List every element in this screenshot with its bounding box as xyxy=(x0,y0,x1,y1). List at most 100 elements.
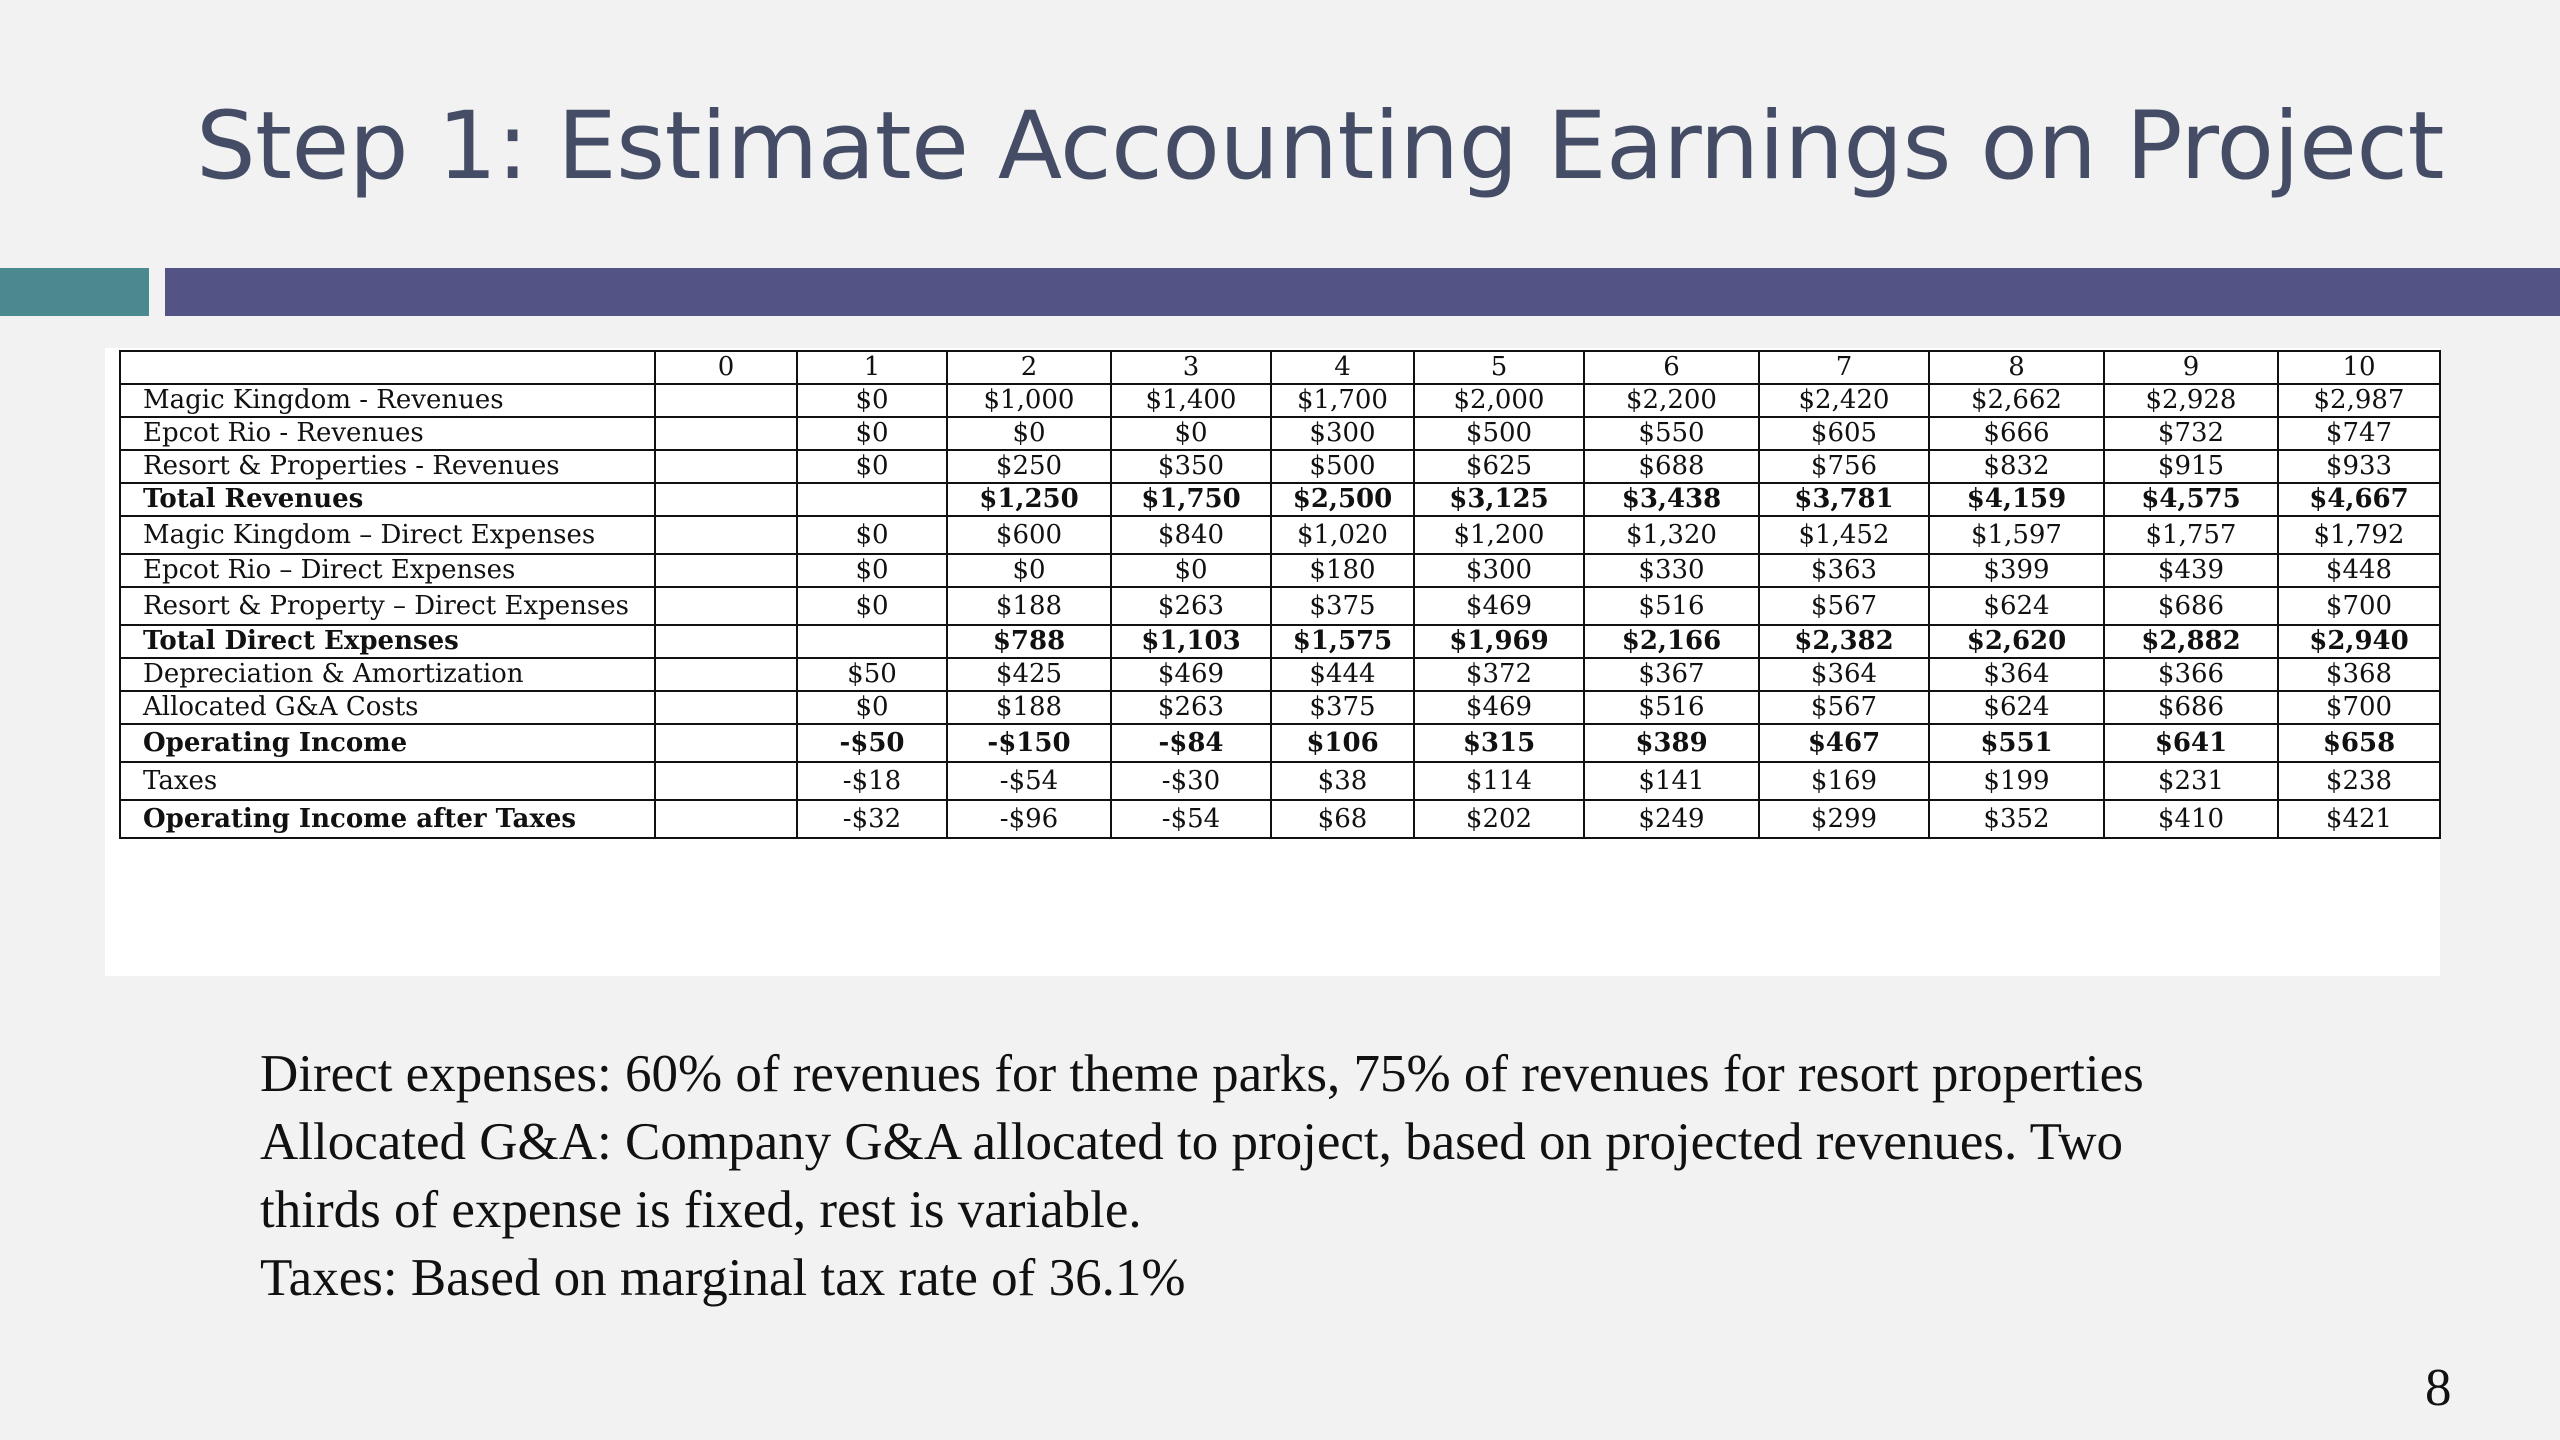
table-cell: -$50 xyxy=(796,723,948,763)
table-cell: $188 xyxy=(946,690,1112,725)
table-cell: $188 xyxy=(946,586,1112,626)
table-cell: $2,620 xyxy=(1928,624,2105,659)
table-row: Resort & Properties - Revenues $0 $250 $350… xyxy=(119,449,2441,484)
table-cell: $106 xyxy=(1270,723,1415,763)
column-header: 3 xyxy=(1110,350,1272,385)
table-cell: $4,575 xyxy=(2103,482,2279,517)
table-cell: $2,662 xyxy=(1928,383,2105,418)
table-cell: $300 xyxy=(1270,416,1415,451)
row-label: Epcot Rio - Revenues xyxy=(119,416,656,451)
row-label: Magic Kingdom - Revenues xyxy=(119,383,656,418)
table-cell: $840 xyxy=(1110,515,1272,555)
table-cell: $1,103 xyxy=(1110,624,1272,659)
table-cell: $249 xyxy=(1583,799,1760,839)
table-cell: -$18 xyxy=(796,761,948,801)
table-cell: $180 xyxy=(1270,553,1415,588)
column-header: 5 xyxy=(1413,350,1585,385)
table-cell: $933 xyxy=(2277,449,2441,484)
table-cell xyxy=(796,482,948,517)
row-label: Resort & Property – Direct Expenses xyxy=(119,586,656,626)
table-cell: $0 xyxy=(796,586,948,626)
table-cell: $50 xyxy=(796,657,948,692)
table-cell: -$84 xyxy=(1110,723,1272,763)
table-cell: $605 xyxy=(1758,416,1930,451)
table-cell: -$54 xyxy=(946,761,1112,801)
table-row: Resort & Property – Direct Expenses $0 $18… xyxy=(119,586,2441,626)
table-cell xyxy=(654,657,798,692)
table-cell: $500 xyxy=(1270,449,1415,484)
table-cell: $732 xyxy=(2103,416,2279,451)
table-row: Magic Kingdom – Direct Expenses $0 $600 $84… xyxy=(119,515,2441,555)
table-cell: $1,700 xyxy=(1270,383,1415,418)
table-cell: $551 xyxy=(1928,723,2105,763)
table-cell: -$96 xyxy=(946,799,1112,839)
column-header: 9 xyxy=(2103,350,2279,385)
column-header: 6 xyxy=(1583,350,1760,385)
table-cell: $1,452 xyxy=(1758,515,1930,555)
table-cell: $0 xyxy=(796,515,948,555)
table-cell: $250 xyxy=(946,449,1112,484)
table-row: Magic Kingdom - Revenues $0 $1,000 $1,400 $1… xyxy=(119,383,2441,418)
table-cell: $700 xyxy=(2277,586,2441,626)
table-cell: $567 xyxy=(1758,690,1930,725)
table-cell: $300 xyxy=(1413,553,1585,588)
table-cell: $263 xyxy=(1110,586,1272,626)
table-cell: $399 xyxy=(1928,553,2105,588)
table-cell: $2,940 xyxy=(2277,624,2441,659)
table-cell: $2,928 xyxy=(2103,383,2279,418)
table-cell: $516 xyxy=(1583,586,1760,626)
table-cell: $0 xyxy=(946,416,1112,451)
table-cell: $2,200 xyxy=(1583,383,1760,418)
note-line: Taxes: Based on marginal tax rate of 36.… xyxy=(260,1249,1186,1307)
table-cell: $686 xyxy=(2103,690,2279,725)
table-cell: $364 xyxy=(1758,657,1930,692)
table-cell: $600 xyxy=(946,515,1112,555)
table-cell: $688 xyxy=(1583,449,1760,484)
table-cell: $1,250 xyxy=(946,482,1112,517)
table-row: Total Direct Expenses $788 $1,103 $1,575 $1,… xyxy=(119,624,2441,659)
table-cell: $469 xyxy=(1413,690,1585,725)
row-label: Operating Income after Taxes xyxy=(119,799,656,839)
table-cell: $315 xyxy=(1413,723,1585,763)
table-cell: $747 xyxy=(2277,416,2441,451)
table-cell xyxy=(654,416,798,451)
table-cell: $915 xyxy=(2103,449,2279,484)
table-cell xyxy=(654,690,798,725)
table-cell: $1,200 xyxy=(1413,515,1585,555)
table-cell: $641 xyxy=(2103,723,2279,763)
table-cell: $1,757 xyxy=(2103,515,2279,555)
table-cell: $0 xyxy=(796,690,948,725)
table-cell: $330 xyxy=(1583,553,1760,588)
table-cell xyxy=(654,449,798,484)
table-cell: $567 xyxy=(1758,586,1930,626)
table-cell: $389 xyxy=(1583,723,1760,763)
table-cell: $500 xyxy=(1413,416,1585,451)
table-cell: $444 xyxy=(1270,657,1415,692)
table-cell: $4,667 xyxy=(2277,482,2441,517)
table-cell: $114 xyxy=(1413,761,1585,801)
table-cell: $832 xyxy=(1928,449,2105,484)
table-cell: $352 xyxy=(1928,799,2105,839)
table-cell: $375 xyxy=(1270,586,1415,626)
table-cell: $425 xyxy=(946,657,1112,692)
table-cell: -$30 xyxy=(1110,761,1272,801)
table-cell: $231 xyxy=(2103,761,2279,801)
table-cell: $1,969 xyxy=(1413,624,1585,659)
table-cell: $467 xyxy=(1758,723,1930,763)
table-cell: $421 xyxy=(2277,799,2441,839)
table-cell: $350 xyxy=(1110,449,1272,484)
table-cell: $4,159 xyxy=(1928,482,2105,517)
note-line: Direct expenses: 60% of revenues for the… xyxy=(260,1045,2144,1103)
table-cell: $238 xyxy=(2277,761,2441,801)
table-cell: -$54 xyxy=(1110,799,1272,839)
table-cell xyxy=(654,624,798,659)
table-panel: 0 1 2 3 4 5 6 7 8 9 10 Magic Kingdom - Revenues $0 $… xyxy=(105,348,2441,976)
table-cell: $666 xyxy=(1928,416,2105,451)
row-label: Total Revenues xyxy=(119,482,656,517)
table-cell: $1,000 xyxy=(946,383,1112,418)
accent-bar-purple xyxy=(165,268,2560,316)
notes: Direct expenses: 60% of revenues for the… xyxy=(260,1040,2144,1312)
table-cell: $263 xyxy=(1110,690,1272,725)
table-cell: $624 xyxy=(1928,690,2105,725)
table-cell: -$150 xyxy=(946,723,1112,763)
